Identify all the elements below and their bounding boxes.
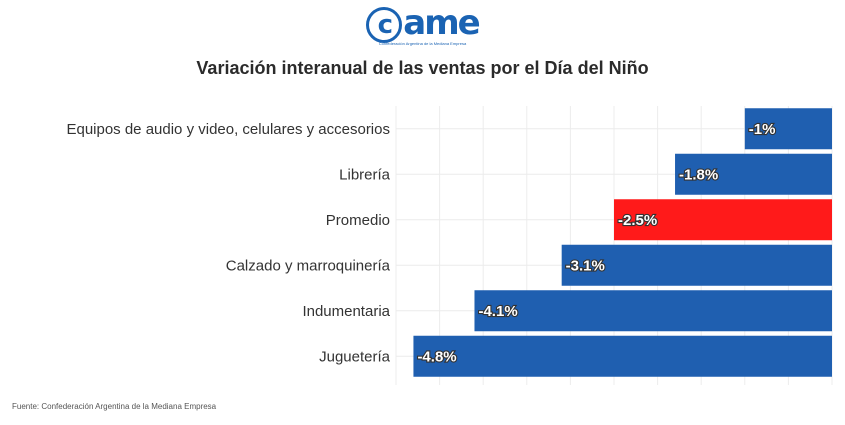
- value-label-1: -1.8%: [679, 166, 718, 183]
- category-label-3: Calzado y marroquinería: [226, 257, 391, 274]
- value-label-4: -4.1%: [478, 303, 517, 320]
- value-label-0: -1%: [749, 121, 776, 138]
- value-label-2: -2.5%: [618, 212, 657, 229]
- category-label-2: Promedio: [326, 212, 390, 229]
- source-note: Fuente: Confederación Argentina de la Me…: [12, 402, 217, 411]
- category-label-0: Equipos de audio y video, celulares y ac…: [66, 121, 390, 138]
- bar-0: [744, 108, 832, 150]
- category-label-4: Indumentaria: [302, 303, 390, 320]
- logo-mark-text: ame: [403, 3, 480, 43]
- bar-5: [413, 335, 832, 377]
- value-label-3: -3.1%: [566, 257, 605, 274]
- bar-4: [474, 290, 832, 332]
- chart-title: Variación interanual de las ventas por e…: [196, 58, 649, 78]
- category-label-5: Juguetería: [319, 348, 391, 365]
- bar-3: [561, 244, 832, 286]
- category-label-1: Librería: [339, 166, 391, 183]
- came-logo: c ame Confederación Argentina de la Media…: [0, 4, 845, 47]
- value-label-5: -4.8%: [417, 348, 456, 365]
- logo-subtitle: Confederación Argentina de la Mediana Em…: [378, 40, 467, 46]
- logo-mark-c: c: [366, 6, 403, 43]
- bar-2: [614, 199, 832, 241]
- logo-mark: c ame: [366, 3, 481, 43]
- bar-1: [675, 153, 832, 195]
